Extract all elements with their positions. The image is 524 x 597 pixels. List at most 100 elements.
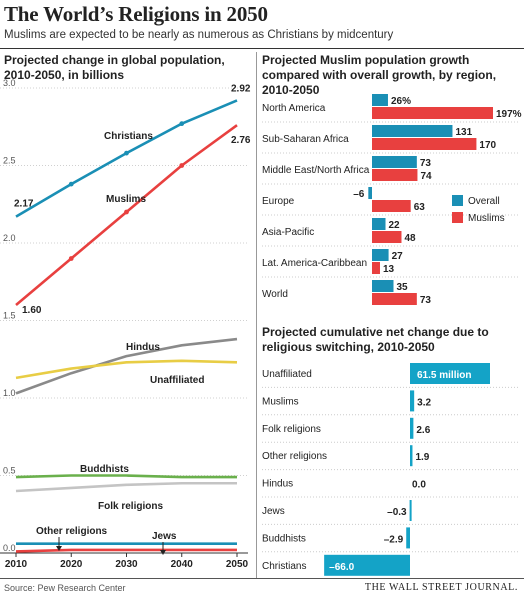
bar-muslims-middle-east-north-africa (372, 169, 418, 181)
bar-overall-north-america (372, 94, 388, 106)
switching-label-muslims: Muslims (262, 396, 299, 407)
series-point-christians (124, 150, 129, 156)
series-label-other-religions: Other religions (36, 526, 108, 537)
column-divider (256, 52, 257, 578)
y-tick-label: 0.0 (3, 543, 16, 553)
switching-bar-folk-religions (410, 417, 414, 439)
region-label-europe: Europe (262, 196, 295, 207)
switching-bar-muslims (410, 390, 415, 412)
bar-value-overall-world: 35 (396, 282, 408, 293)
muslims-end-value: 2.76 (231, 135, 251, 146)
bar-overall-sub-saharan-africa (372, 125, 453, 137)
series-point-christians (68, 181, 74, 187)
bar-value-overall-lat-america-caribbean: 27 (392, 251, 404, 262)
legend-swatch-muslims (452, 212, 463, 223)
switching-bar-jews (409, 500, 412, 521)
bar-value-muslims-middle-east-north-africa: 74 (420, 171, 432, 182)
bar-muslims-world (372, 293, 417, 305)
other-religions-pointer-head (56, 546, 62, 551)
bar-value-muslims-asia-pacific: 48 (404, 233, 416, 244)
y-tick-label: 2.5 (3, 156, 16, 166)
publisher-logo: THE WALL STREET JOURNAL. (364, 582, 518, 593)
series-label-unaffiliated: Unaffiliated (150, 375, 204, 386)
y-tick-label: 2.0 (3, 233, 16, 243)
bar-muslims-lat-america-caribbean (372, 262, 380, 274)
bar-value-overall-north-america: 26% (391, 96, 411, 107)
region-label-sub-saharan-africa: Sub-Saharan Africa (262, 134, 349, 145)
series-point-christians (179, 121, 185, 127)
series-point-muslims (68, 256, 74, 261)
bar-muslims-north-america (372, 107, 493, 119)
bar-value-overall-asia-pacific: 22 (389, 220, 401, 231)
series-label-hindus: Hindus (126, 342, 160, 353)
switching-label-unaffiliated: Unaffiliated (262, 369, 312, 380)
x-tick-label: 2020 (60, 559, 83, 570)
jews-pointer-head (160, 550, 166, 555)
bar-muslims-asia-pacific (372, 231, 402, 243)
legend-swatch-overall (452, 195, 463, 206)
christians-end-value: 2.92 (231, 83, 251, 94)
series-line-unaffiliated (15, 359, 238, 380)
x-tick-label: 2050 (226, 559, 249, 570)
bar-muslims-sub-saharan-africa (372, 138, 477, 150)
switching-bar-buddhists (406, 527, 410, 549)
switching-bar-other-religions (410, 445, 413, 467)
switching-label-folk-religions: Folk religions (262, 424, 321, 435)
region-label-asia-pacific: Asia-Pacific (262, 227, 314, 238)
x-tick-label: 2030 (115, 559, 138, 570)
series-line-folk-religions (15, 481, 237, 493)
legend-label-overall: Overall (468, 196, 500, 207)
region-label-lat-america-caribbean: Lat. America-Caribbean (262, 258, 367, 269)
switching-bar-christians (324, 554, 410, 576)
switching-value-unaffiliated: 61.5 million (417, 370, 471, 381)
bar-overall-europe (368, 187, 372, 199)
series-label-buddhists: Buddhists (80, 464, 129, 475)
bar-value-overall-europe: –6 (353, 189, 365, 200)
page-title: The World’s Religions in 2050 (4, 2, 268, 26)
switching-chart-title: Projected cumulative net change due to r… (262, 325, 489, 354)
bar-overall-asia-pacific (372, 218, 386, 230)
series-line-hindus (15, 337, 238, 395)
switching-label-other-religions: Other religions (262, 451, 327, 462)
switching-value-folk-religions: 2.6 (416, 425, 430, 436)
region-label-middle-east-north-africa: Middle East/North Africa (262, 165, 370, 176)
series-label-christians: Christians (104, 131, 153, 142)
switching-label-christians: Christians (262, 561, 306, 572)
series-label-muslims: Muslims (106, 194, 146, 205)
bar-value-overall-sub-saharan-africa: 131 (455, 127, 472, 138)
series-point-muslims (179, 163, 185, 168)
bar-overall-world (372, 280, 394, 292)
bar-value-muslims-world: 73 (420, 295, 432, 306)
region-chart-title: Projected Muslim population growth compa… (262, 53, 497, 97)
bar-value-muslims-north-america: 197% (496, 109, 522, 120)
bar-value-muslims-sub-saharan-africa: 170 (479, 140, 496, 151)
switching-label-hindus: Hindus (262, 479, 293, 490)
bar-value-overall-middle-east-north-africa: 73 (420, 158, 432, 169)
y-tick-label: 0.5 (3, 466, 16, 476)
series-line-buddhists (15, 474, 237, 479)
line-chart-title: Projected change in global population, 2… (4, 53, 225, 82)
switching-value-muslims: 3.2 (417, 397, 431, 408)
x-tick-label: 2010 (5, 559, 28, 570)
series-point-muslims (124, 209, 129, 215)
switching-label-buddhists: Buddhists (262, 533, 306, 544)
switching-label-jews: Jews (262, 506, 285, 517)
x-tick-label: 2040 (171, 559, 194, 570)
source-note: Source: Pew Research Center (4, 583, 126, 593)
y-tick-label: 1.0 (3, 388, 16, 398)
switching-value-hindus: 0.0 (412, 480, 426, 491)
series-label-jews: Jews (152, 531, 177, 542)
bar-overall-lat-america-caribbean (372, 249, 389, 261)
series-line-jews (15, 548, 237, 553)
bar-value-muslims-lat-america-caribbean: 13 (383, 264, 395, 275)
region-label-north-america: North America (262, 103, 326, 114)
switching-value-buddhists: –2.9 (384, 534, 404, 545)
bar-muslims-europe (372, 200, 411, 212)
bar-overall-middle-east-north-africa (372, 156, 417, 168)
page-subtitle: Muslims are expected to be nearly as num… (4, 29, 394, 41)
switching-value-jews: –0.3 (387, 507, 407, 518)
region-label-world: World (262, 289, 288, 300)
footer-rule (0, 578, 524, 579)
switching-value-other-religions: 1.9 (415, 452, 429, 463)
